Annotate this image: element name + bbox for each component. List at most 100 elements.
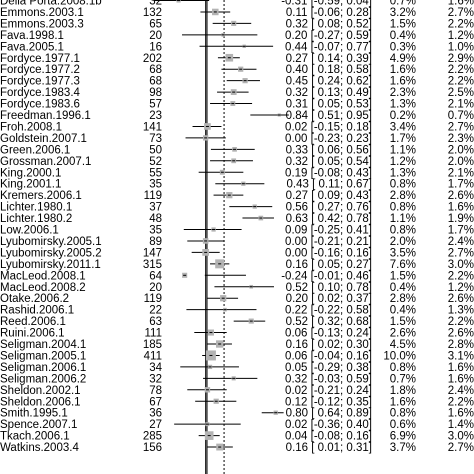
weight-random: 2.2% xyxy=(448,76,474,88)
ci-text: 0.31 [ 0.05; 0.53] xyxy=(286,99,372,111)
study-label: Seligman.2006.2 xyxy=(0,373,86,385)
ci-text: 0.43 [ 0.11; 0.67] xyxy=(287,179,372,191)
study-label: Goldstein.2007.1 xyxy=(0,133,87,145)
weight-random: 2.0% xyxy=(448,156,474,168)
weight-random: 2.7% xyxy=(448,442,474,454)
ci-text: 0.52 [ 0.10; 0.78] xyxy=(286,282,372,294)
ci-text: 0.84 [ 0.51; 0.95] xyxy=(286,110,372,122)
sample-size: 202 xyxy=(143,53,162,65)
weight-fixed: 0.4% xyxy=(390,30,416,42)
sample-size: 48 xyxy=(149,213,162,225)
weight-fixed: 4.9% xyxy=(390,53,416,65)
weight-fixed: 1.6% xyxy=(390,64,416,76)
weight-random: 2.2% xyxy=(448,316,474,328)
weight-random: 1.2% xyxy=(448,282,474,294)
weight-fixed: 0.8% xyxy=(390,362,416,374)
ci-text: 0.27 [ 0.09; 0.43] xyxy=(286,190,372,202)
sample-size: 37 xyxy=(149,202,162,214)
study-label: Fava.1998.1 xyxy=(0,30,64,42)
weight-fixed: 3.5% xyxy=(390,247,416,259)
weight-random: 3.0% xyxy=(448,259,474,271)
weight-fixed: 0.7% xyxy=(390,0,416,8)
weight-random: 2.0% xyxy=(448,144,474,156)
ci-text: 0.04 [-0.08; 0.16] xyxy=(285,431,372,443)
weight-fixed: 2.3% xyxy=(390,87,416,99)
study-label: Tkach.2006.1 xyxy=(0,431,70,443)
weight-fixed: 3.4% xyxy=(390,121,416,133)
sample-size: 50 xyxy=(149,144,162,156)
ci-text: 0.16 [ 0.02; 0.30] xyxy=(286,339,372,351)
sample-size: 35 xyxy=(149,179,162,191)
weight-fixed: 1.6% xyxy=(390,76,416,88)
sample-size: 35 xyxy=(149,225,162,237)
sample-size: 34 xyxy=(149,362,162,374)
study-label: Fordyce.1977.3 xyxy=(0,76,80,88)
study-label: Freedman.1996.1 xyxy=(0,110,91,122)
ci-text: 0.00 [-0.16; 0.16] xyxy=(285,247,372,259)
study-label: Green.2006.1 xyxy=(0,144,70,156)
weight-fixed: 1.1% xyxy=(390,144,416,156)
ci-text: -0.24 [-0.01; 0.46] xyxy=(281,270,372,282)
weight-fixed: 1.6% xyxy=(390,396,416,408)
sample-size: 32 xyxy=(149,0,162,8)
study-label: King.2001.1 xyxy=(0,179,61,191)
weight-fixed: 0.8% xyxy=(390,179,416,191)
ci-text: 0.20 [-0.27; 0.59] xyxy=(285,30,372,42)
ci-text: 0.27 [ 0.14; 0.39] xyxy=(286,53,372,65)
study-label: Grossman.2007.1 xyxy=(0,156,91,168)
study-label: Spence.2007.1 xyxy=(0,419,77,431)
weight-fixed: 2.8% xyxy=(390,293,416,305)
study-label: Seligman.2006.1 xyxy=(0,362,86,374)
weight-random: 2.4% xyxy=(448,385,474,397)
sample-size: 20 xyxy=(149,282,162,294)
study-label: Reed.2006.1 xyxy=(0,316,66,328)
weight-random: 2.3% xyxy=(448,133,474,145)
study-label: MacLeod.2008.2 xyxy=(0,282,86,294)
ci-text: 0.06 [-0.04; 0.16] xyxy=(285,350,372,362)
weight-random: 1.6% xyxy=(448,373,474,385)
sample-size: 52 xyxy=(149,156,162,168)
ci-text: 0.32 [-0.03; 0.59] xyxy=(285,373,372,385)
sample-size: 185 xyxy=(143,339,162,351)
weight-random: 1.0% xyxy=(448,41,474,53)
study-label: Lichter.1980.1 xyxy=(0,202,72,214)
sample-size: 315 xyxy=(143,259,162,271)
weight-random: 2.7% xyxy=(448,247,474,259)
weight-random: 1.7% xyxy=(448,225,474,237)
study-label: Sheldon.2002.1 xyxy=(0,385,81,397)
sample-size: 73 xyxy=(149,133,162,145)
ci-text: 0.32 [ 0.13; 0.49] xyxy=(286,87,372,99)
sample-size: 36 xyxy=(149,408,162,420)
weight-random: 1.9% xyxy=(448,213,474,225)
weight-fixed: 6.9% xyxy=(390,431,416,443)
weight-fixed: 0.8% xyxy=(390,225,416,237)
weight-random: 1.6% xyxy=(448,0,474,8)
ci-text: 0.02 [-0.21; 0.24] xyxy=(285,385,372,397)
ci-text: 0.00 [-0.23; 0.23] xyxy=(285,133,372,145)
study-label: Lyubomirsky.2005.2 xyxy=(0,247,102,259)
weight-fixed: 1.2% xyxy=(390,156,416,168)
sample-size: 23 xyxy=(149,110,162,122)
sample-size: 65 xyxy=(149,18,162,30)
study-label: Emmons.2003.3 xyxy=(0,18,84,30)
sample-size: 132 xyxy=(143,7,162,19)
weight-random: 2.2% xyxy=(448,270,474,282)
weight-fixed: 3.7% xyxy=(390,442,416,454)
sample-size: 57 xyxy=(149,99,162,111)
weight-fixed: 0.6% xyxy=(390,419,416,431)
ci-text: 0.16 [ 0.01; 0.31] xyxy=(286,442,372,454)
weight-fixed: 2.0% xyxy=(390,236,416,248)
weight-random: 1.6% xyxy=(448,202,474,214)
weight-random: 1.4% xyxy=(448,419,474,431)
study-label: Lyubomirsky.2005.1 xyxy=(0,236,102,248)
ci-text: 0.32 [ 0.05; 0.54] xyxy=(286,156,372,168)
sample-size: 55 xyxy=(149,167,162,179)
study-label: Fordyce.1983.4 xyxy=(0,87,81,99)
weight-fixed: 0.8% xyxy=(390,202,416,214)
sample-size: 119 xyxy=(144,293,162,305)
weight-random: 2.2% xyxy=(448,18,474,30)
ci-text: 0.02 [-0.15; 0.18] xyxy=(285,121,372,133)
sample-size: 68 xyxy=(149,76,162,88)
weight-random: 2.1% xyxy=(448,99,474,111)
